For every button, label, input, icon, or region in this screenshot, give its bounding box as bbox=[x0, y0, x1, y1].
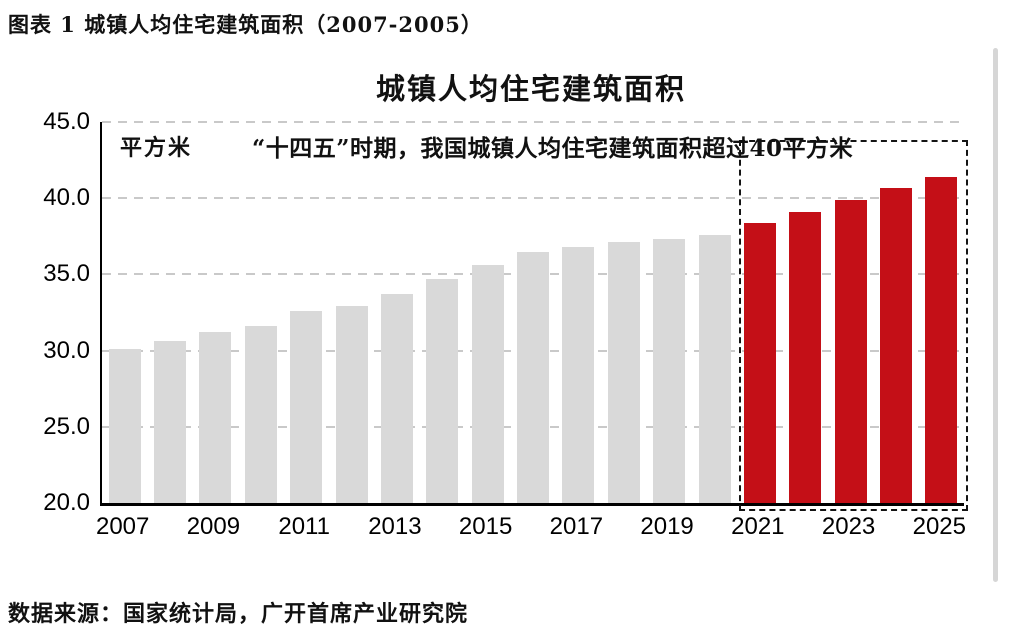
bar-2010 bbox=[244, 326, 277, 503]
y-tick-label: 25.0 bbox=[43, 412, 90, 440]
bar-2022 bbox=[789, 211, 822, 503]
gridline-45 bbox=[102, 121, 964, 123]
bar-slot-2011 bbox=[284, 122, 329, 503]
bar-series bbox=[102, 122, 964, 503]
x-tick-label-2007: 2007 bbox=[95, 513, 150, 540]
bar-slot-2015 bbox=[465, 122, 510, 503]
x-tick-label-2025: 2025 bbox=[912, 513, 966, 540]
x-tick-label-2019: 2019 bbox=[640, 513, 694, 540]
x-tick-label-2021: 2021 bbox=[731, 513, 785, 540]
x-tick-label-2017: 2017 bbox=[549, 513, 604, 540]
plot-area bbox=[100, 121, 968, 511]
y-tick-label: 45.0 bbox=[43, 108, 90, 135]
bar-2023 bbox=[834, 199, 867, 503]
bar-2008 bbox=[154, 341, 187, 503]
data-source-note: 数据来源：国家统计局，广开首席产业研究院 bbox=[8, 601, 469, 627]
y-tick-label: 35.0 bbox=[43, 260, 90, 288]
y-tick-label: 40.0 bbox=[43, 184, 90, 212]
bar-slot-2008 bbox=[147, 122, 192, 503]
bar-slot-2018 bbox=[601, 122, 646, 503]
bar-2016 bbox=[517, 251, 550, 503]
x-tick-label-2011: 2011 bbox=[278, 513, 330, 540]
bar-2015 bbox=[471, 265, 504, 503]
chart-annotation: “十四五”时期，我国城镇人均住宅建筑面积超过40平方米 bbox=[252, 135, 853, 162]
bar-2020 bbox=[698, 234, 731, 503]
bar-slot-2020 bbox=[692, 122, 737, 503]
bar-2024 bbox=[880, 187, 913, 503]
bar-slot-2021 bbox=[737, 122, 782, 503]
y-tick-label: 20.0 bbox=[43, 489, 90, 516]
chart-title: 城镇人均住宅建筑面积 bbox=[375, 72, 686, 106]
bar-2013 bbox=[380, 294, 413, 503]
bar-2007 bbox=[108, 349, 141, 503]
x-tick-label-2009: 2009 bbox=[186, 513, 241, 540]
figure-header: 图表 1 城镇人均住宅建筑面积（2007-2005） bbox=[8, 12, 483, 37]
bar-2025 bbox=[925, 176, 958, 503]
page-edge-decoration bbox=[993, 48, 998, 582]
bar-slot-2009 bbox=[193, 122, 238, 503]
highlight-dashed-box bbox=[739, 140, 968, 511]
bar-slot-2024 bbox=[873, 122, 918, 503]
bar-slot-2023 bbox=[828, 122, 873, 503]
bar-2014 bbox=[426, 278, 459, 503]
bar-slot-2022 bbox=[783, 122, 828, 503]
y-tick-label: 30.0 bbox=[43, 336, 90, 364]
bar-2018 bbox=[607, 242, 640, 503]
bar-2012 bbox=[335, 306, 368, 503]
y-axis-unit-label: 平方米 bbox=[120, 135, 193, 161]
bar-slot-2013 bbox=[374, 122, 419, 503]
bar-slot-2007 bbox=[102, 122, 147, 503]
bar-2009 bbox=[199, 332, 232, 503]
bar-slot-2016 bbox=[510, 122, 555, 503]
bar-slot-2017 bbox=[556, 122, 601, 503]
bar-slot-2019 bbox=[647, 122, 692, 503]
x-tick-label-2015: 2015 bbox=[458, 513, 513, 540]
bar-slot-2014 bbox=[420, 122, 465, 503]
bar-2019 bbox=[653, 239, 686, 503]
gridline-40 bbox=[102, 197, 964, 200]
bar-slot-2010 bbox=[238, 122, 283, 503]
bar-slot-2025 bbox=[919, 122, 964, 503]
x-tick-label-2023: 2023 bbox=[821, 513, 876, 540]
bar-2017 bbox=[562, 246, 595, 503]
bar-2011 bbox=[290, 310, 323, 503]
x-tick-label-2013: 2013 bbox=[368, 513, 422, 540]
bar-slot-2012 bbox=[329, 122, 374, 503]
bar-2021 bbox=[743, 222, 776, 503]
